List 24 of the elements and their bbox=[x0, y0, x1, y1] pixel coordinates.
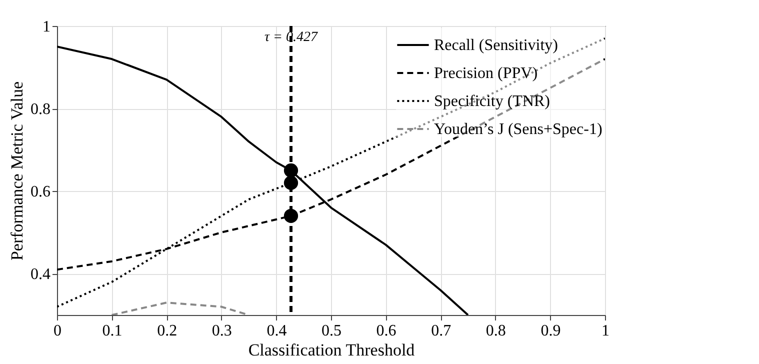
x-tick-label: 0 bbox=[54, 322, 62, 340]
y-tick-label: 1 bbox=[42, 18, 50, 36]
x-tick-label: 0.4 bbox=[266, 322, 287, 340]
y-axis-title: Performance Metric Value bbox=[8, 81, 26, 261]
x-tick-label: 0.2 bbox=[157, 322, 178, 340]
y-tick-label: 0.4 bbox=[30, 266, 50, 284]
point bbox=[284, 163, 298, 178]
x-tick-label: 0.5 bbox=[322, 322, 342, 340]
x-tick-label: 1 bbox=[602, 322, 610, 340]
x-tick-label: 0.9 bbox=[540, 322, 561, 340]
x-axis-title: Classification Threshold bbox=[248, 340, 416, 360]
x-tick-label: 0.8 bbox=[486, 322, 506, 340]
legend-label: Specificity (TNR) bbox=[434, 93, 550, 110]
legend-label: Recall (Sensitivity) bbox=[434, 37, 558, 54]
legend-label: Precision (PPV) bbox=[434, 65, 538, 82]
x-tick-label: 0.6 bbox=[376, 322, 396, 340]
x-tick-label: 0.7 bbox=[431, 322, 452, 340]
point bbox=[284, 176, 298, 190]
point bbox=[284, 208, 298, 223]
x-tick-label: 0.1 bbox=[102, 322, 122, 340]
x-tick-label: 0.3 bbox=[212, 322, 232, 340]
y-tick-label: 0.6 bbox=[30, 184, 50, 201]
y-tick-label: 0.8 bbox=[30, 101, 50, 118]
legend-label: Youden’s J (Sens+Spec-1) bbox=[434, 121, 602, 138]
